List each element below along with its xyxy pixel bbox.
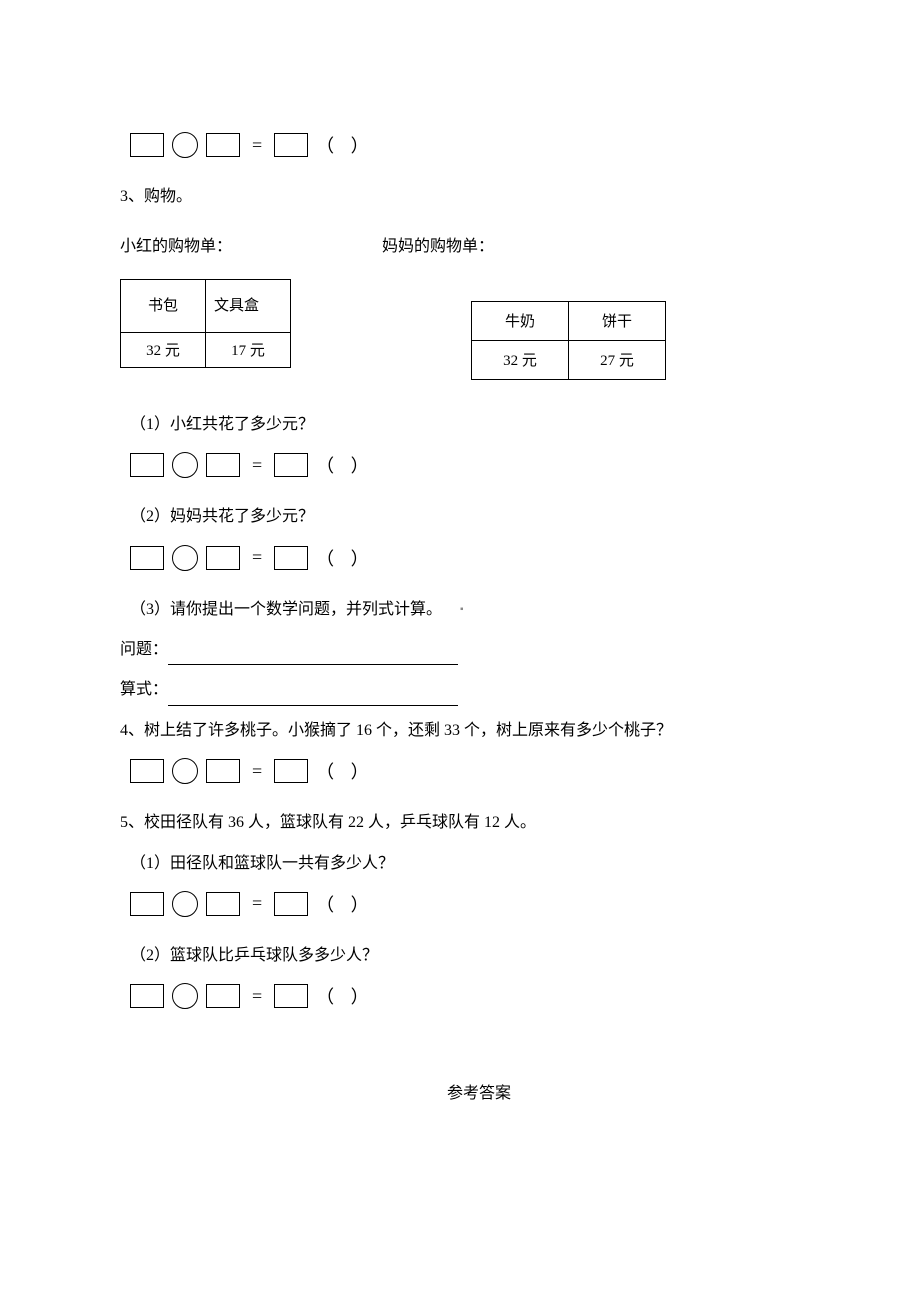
answers-heading: 参考答案 [120, 1079, 838, 1103]
blank-operator-circle[interactable] [172, 891, 198, 917]
shopping-list-labels: 小红的购物单： 妈妈的购物单： [120, 222, 838, 272]
q5-sub2: （2）篮球队比乒乓球队多多少人？ [130, 941, 838, 971]
table-cell: 17 元 [206, 332, 291, 367]
equals-sign: = [252, 135, 262, 156]
mama-list-label: 妈妈的购物单： [382, 232, 494, 262]
equals-sign: = [252, 455, 262, 476]
unit-paren: （ ） [316, 545, 375, 571]
table-header: 牛奶 [472, 301, 569, 340]
blank-box[interactable] [274, 546, 308, 570]
table-header: 文具盒 [206, 289, 290, 324]
equation-blank-row: = （ ） [130, 891, 838, 917]
q3-sub2: （2）妈妈共花了多少元？ [130, 502, 838, 532]
blank-operator-circle[interactable] [172, 132, 198, 158]
q3-number: 3、 [120, 188, 144, 205]
unit-paren: （ ） [316, 452, 375, 478]
blank-box[interactable] [130, 546, 164, 570]
blank-box[interactable] [206, 984, 240, 1008]
worksheet-page: = （ ） 3、购物。 小红的购物单： 妈妈的购物单： 书包 文具盒 32 元 … [0, 0, 920, 1302]
table-header: 饼干 [569, 301, 666, 340]
blank-box[interactable] [206, 892, 240, 916]
table-cell: 32 元 [121, 332, 206, 367]
equation-blank-row: = （ ） [130, 452, 838, 478]
blank-box[interactable] [206, 133, 240, 157]
equals-sign: = [252, 893, 262, 914]
q3-sub3: （3）请你提出一个数学问题，并列式计算。 ▪ [130, 595, 838, 625]
q5-sub1: （1）田径队和篮球队一共有多少人？ [130, 849, 838, 879]
q3-heading: 3、购物。 [120, 182, 838, 212]
blank-box[interactable] [206, 759, 240, 783]
q4-text: 4、树上结了许多桃子。小猴摘了 16 个，还剩 33 个，树上原来有多少个桃子？ [120, 716, 838, 746]
blank-operator-circle[interactable] [172, 983, 198, 1009]
equation-blank-row: = （ ） [130, 545, 838, 571]
blank-operator-circle[interactable] [172, 758, 198, 784]
q3-sub3-text: （3）请你提出一个数学问题，并列式计算。 [130, 601, 442, 618]
blank-box[interactable] [130, 892, 164, 916]
equation-blank-row: = （ ） [130, 758, 838, 784]
formula-line: 算式： [120, 675, 838, 705]
equals-sign: = [252, 547, 262, 568]
xiaohong-shopping-table: 书包 文具盒 32 元 17 元 [120, 279, 291, 368]
table-header: 书包 [121, 289, 205, 324]
xiaohong-list-label: 小红的购物单： [120, 232, 232, 262]
blank-operator-circle[interactable] [172, 452, 198, 478]
blank-box[interactable] [130, 759, 164, 783]
problem-blank[interactable] [168, 646, 458, 665]
blank-box[interactable] [274, 984, 308, 1008]
equation-blank-row: = （ ） [130, 132, 838, 158]
unit-paren: （ ） [316, 983, 375, 1009]
blank-box[interactable] [274, 759, 308, 783]
q5-intro: 5、校田径队有 36 人，篮球队有 22 人，乒乓球队有 12 人。 [120, 808, 838, 838]
unit-paren: （ ） [316, 891, 375, 917]
shopping-tables: 书包 文具盒 32 元 17 元 牛奶 饼干 32 元 27 元 [120, 279, 838, 380]
equals-sign: = [252, 761, 262, 782]
blank-box[interactable] [274, 133, 308, 157]
equation-blank-row: = （ ） [130, 983, 838, 1009]
blank-operator-circle[interactable] [172, 545, 198, 571]
dot-mark-icon: ▪ [460, 604, 464, 615]
unit-paren: （ ） [316, 132, 375, 158]
blank-box[interactable] [130, 984, 164, 1008]
blank-box[interactable] [274, 453, 308, 477]
problem-label: 问题： [120, 641, 168, 658]
formula-blank[interactable] [168, 687, 458, 706]
table-cell: 32 元 [472, 340, 569, 379]
blank-box[interactable] [206, 453, 240, 477]
problem-line: 问题： [120, 635, 838, 665]
mama-shopping-table: 牛奶 饼干 32 元 27 元 [471, 301, 666, 380]
blank-box[interactable] [274, 892, 308, 916]
unit-paren: （ ） [316, 758, 375, 784]
q3-sub1: （1）小红共花了多少元？ [130, 410, 838, 440]
blank-box[interactable] [130, 453, 164, 477]
table-cell: 27 元 [569, 340, 666, 379]
equals-sign: = [252, 986, 262, 1007]
formula-label: 算式： [120, 681, 168, 698]
blank-box[interactable] [130, 133, 164, 157]
blank-box[interactable] [206, 546, 240, 570]
q3-title: 购物。 [144, 188, 192, 205]
